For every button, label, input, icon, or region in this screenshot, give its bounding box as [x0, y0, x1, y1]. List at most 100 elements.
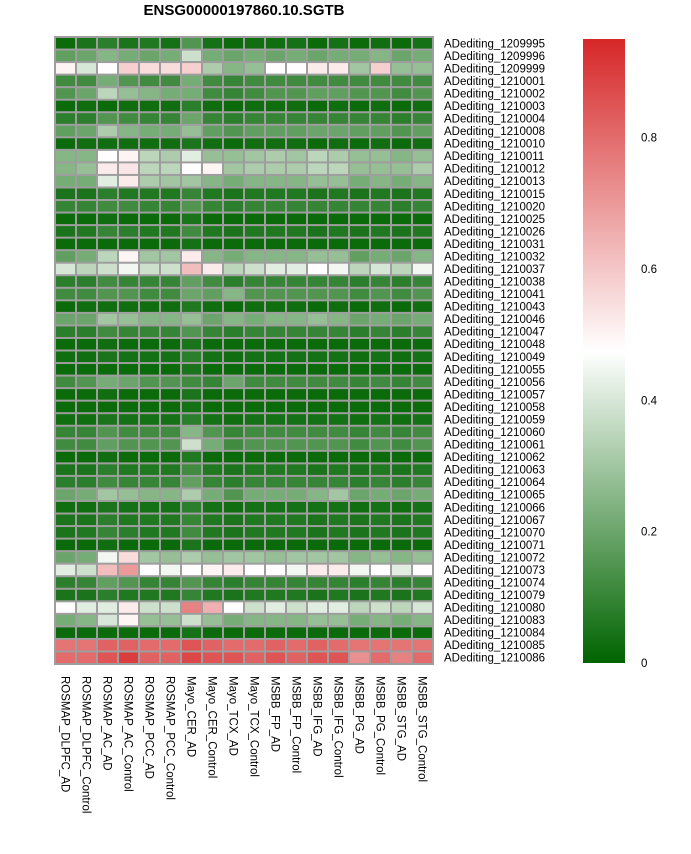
heatmap-cell — [77, 451, 96, 463]
heatmap-cell — [182, 100, 201, 112]
heatmap-cell — [203, 238, 222, 250]
heatmap-cell — [329, 426, 348, 438]
heatmap-cell — [161, 426, 180, 438]
row-label: ADediting_1210041 — [444, 289, 545, 301]
heatmap-cell — [203, 627, 222, 638]
heatmap-cell — [413, 614, 432, 626]
heatmap-cell — [98, 326, 117, 337]
heatmap-cell — [350, 364, 369, 375]
heatmap-cell — [266, 589, 285, 601]
heatmap-cell — [350, 614, 369, 626]
heatmap-cell — [203, 451, 222, 463]
column-label: MSBB_IFG_Control — [332, 676, 344, 778]
row-label: ADediting_1210059 — [444, 414, 545, 426]
heatmap-cell — [287, 288, 306, 300]
heatmap-cell — [392, 389, 411, 400]
heatmap-cell — [77, 201, 96, 212]
heatmap-cell — [329, 238, 348, 250]
heatmap-cell — [161, 639, 180, 651]
heatmap-cell — [119, 201, 138, 212]
heatmap-cell — [161, 301, 180, 312]
heatmap-cell — [308, 75, 327, 87]
heatmap-cell — [413, 150, 432, 162]
row-label: ADediting_1210047 — [444, 327, 545, 339]
heatmap-cell — [308, 527, 327, 538]
heatmap-cell — [56, 238, 75, 250]
heatmap-cell — [308, 276, 327, 287]
heatmap-cell — [203, 301, 222, 312]
heatmap-cell — [287, 639, 306, 651]
heatmap-cell — [350, 150, 369, 162]
heatmap-cell — [56, 614, 75, 626]
heatmap-cell — [98, 639, 117, 651]
heatmap-cell — [203, 113, 222, 124]
heatmap-cell — [77, 652, 96, 663]
heatmap-cell — [287, 414, 306, 425]
heatmap-cell — [140, 552, 159, 563]
heatmap-cell — [371, 50, 390, 62]
heatmap-cell — [308, 589, 327, 601]
heatmap-cell — [329, 489, 348, 500]
heatmap-cell — [161, 138, 180, 149]
heatmap-cell — [182, 489, 201, 500]
heatmap-cell — [56, 175, 75, 187]
heatmap-cell — [329, 351, 348, 363]
heatmap-cell — [182, 476, 201, 488]
heatmap-cell — [98, 476, 117, 488]
heatmap-cell — [245, 251, 264, 262]
row-label: ADediting_1210025 — [444, 214, 545, 226]
heatmap-cell — [371, 389, 390, 400]
heatmap-cell — [371, 539, 390, 551]
heatmap-cell — [371, 113, 390, 124]
heatmap-cell — [77, 213, 96, 225]
heatmap-background — [54, 36, 434, 665]
heatmap-cell — [77, 514, 96, 526]
heatmap-cell — [98, 251, 117, 262]
heatmap-cell — [140, 175, 159, 187]
heatmap-cell — [413, 539, 432, 551]
heatmap-cell — [203, 639, 222, 651]
heatmap-cell — [287, 338, 306, 350]
heatmap-cell — [245, 501, 264, 513]
heatmap-cell — [287, 100, 306, 112]
heatmap-cell — [266, 163, 285, 174]
heatmap-cell — [161, 552, 180, 563]
heatmap-cell — [77, 288, 96, 300]
heatmap-cell — [224, 326, 243, 337]
heatmap-cell — [266, 50, 285, 62]
heatmap-cell — [119, 527, 138, 538]
heatmap-cell — [413, 50, 432, 62]
heatmap-cell — [161, 351, 180, 363]
heatmap-cell — [413, 501, 432, 513]
heatmap-cell — [140, 276, 159, 287]
heatmap-cell — [245, 326, 264, 337]
heatmap-cell — [182, 50, 201, 62]
heatmap-cell — [98, 88, 117, 99]
heatmap-cell — [140, 326, 159, 337]
heatmap-cell — [413, 476, 432, 488]
heatmap-cell — [371, 150, 390, 162]
heatmap-cell — [245, 125, 264, 137]
heatmap-cell — [392, 125, 411, 137]
heatmap-cell — [413, 602, 432, 613]
heatmap-cell — [392, 150, 411, 162]
heatmap-cell — [329, 301, 348, 312]
heatmap-cell — [371, 426, 390, 438]
heatmap-cell — [413, 451, 432, 463]
heatmap-cell — [56, 150, 75, 162]
heatmap-cell — [371, 163, 390, 174]
heatmap-cell — [245, 38, 264, 49]
heatmap-cell — [350, 426, 369, 438]
heatmap-cell — [98, 113, 117, 124]
heatmap-cell — [224, 414, 243, 425]
heatmap-cell — [203, 313, 222, 325]
heatmap-cell — [56, 414, 75, 425]
heatmap-cell — [392, 338, 411, 350]
heatmap-cell — [245, 364, 264, 375]
heatmap-cell — [413, 276, 432, 287]
heatmap-cell — [140, 539, 159, 551]
heatmap-cell — [119, 263, 138, 275]
heatmap-cell — [182, 464, 201, 475]
heatmap-cell — [245, 213, 264, 225]
row-label: ADediting_1210020 — [444, 201, 545, 213]
